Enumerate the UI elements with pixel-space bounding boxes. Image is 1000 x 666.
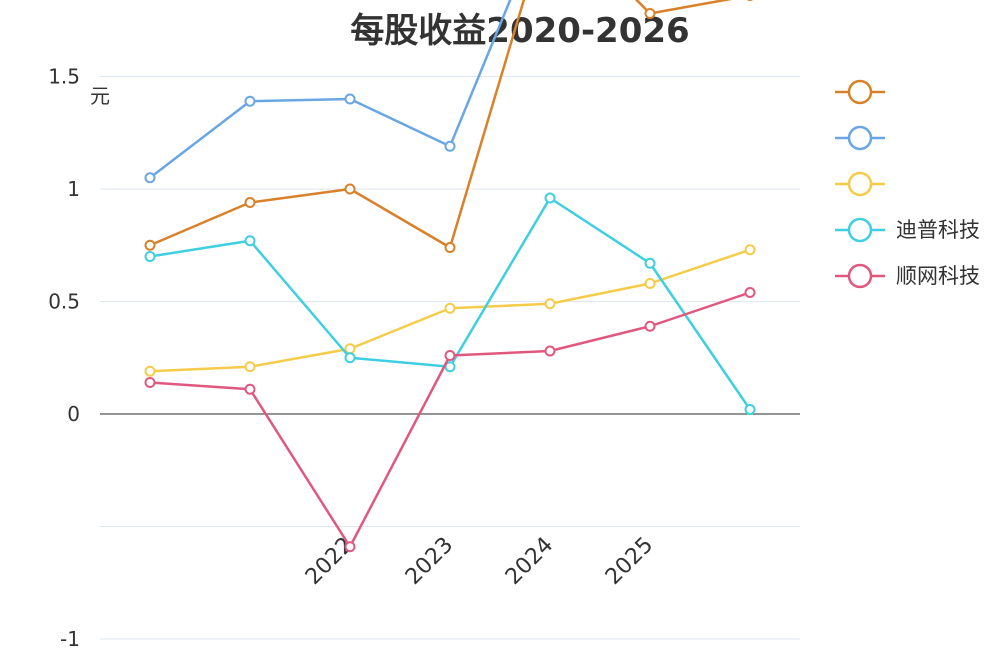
legend-item[interactable]: 顺网科技 [835, 263, 980, 289]
x-tick-label: 2025 [601, 533, 658, 590]
y-axis-unit: 元 [90, 84, 110, 108]
y-tick-label: -1 [60, 627, 80, 651]
chart-title: 每股收益2020-2026 [350, 11, 689, 51]
data-point [644, 320, 656, 332]
data-point [144, 239, 156, 251]
series-0 [144, 0, 754, 253]
data-point [744, 287, 756, 298]
data-point [244, 235, 256, 247]
legend-item[interactable] [835, 79, 885, 105]
data-point [544, 192, 556, 204]
data-point [244, 383, 256, 395]
data-point [644, 8, 656, 19]
y-axis-ticks: 21.510.50-1 [48, 65, 80, 652]
data-point [544, 298, 556, 310]
data-point [244, 361, 256, 373]
series-3 [144, 192, 756, 415]
legend-item[interactable]: 迪普科技 [835, 217, 980, 243]
legend-marker [847, 171, 873, 197]
data-point [344, 352, 356, 364]
series-4 [144, 287, 756, 553]
data-point [344, 93, 356, 105]
legend-marker [847, 79, 873, 105]
data-point [744, 244, 756, 256]
legend-marker [847, 125, 873, 151]
legend-label: 迪普科技 [896, 218, 980, 242]
legend-marker [847, 217, 873, 243]
x-tick-label: 2024 [501, 533, 558, 590]
data-point [544, 345, 556, 357]
legend-label: 顺网科技 [896, 264, 980, 288]
data-point [444, 350, 456, 361]
series-1 [144, 0, 512, 184]
y-tick-label: 1.5 [48, 65, 80, 89]
data-point [244, 95, 256, 107]
x-tick-label: 2022 [301, 533, 358, 590]
data-point [344, 541, 356, 553]
data-point [444, 140, 456, 152]
y-tick-label: 0 [67, 402, 80, 426]
gridlines [100, 76, 800, 640]
legend-marker [847, 263, 873, 289]
data-point [244, 197, 256, 208]
series-lines [144, 0, 756, 553]
data-point [344, 343, 356, 355]
legend-item[interactable] [835, 171, 885, 197]
data-point [744, 404, 756, 415]
data-point [444, 242, 456, 253]
data-point [644, 278, 656, 289]
data-point [144, 377, 156, 388]
series-line [149, 291, 751, 548]
series-2 [144, 244, 756, 377]
data-point [344, 183, 356, 195]
data-point [144, 365, 156, 377]
x-axis-ticks: 2022 2023 2024 2025 [301, 533, 658, 590]
data-point [144, 251, 156, 262]
data-point [644, 257, 656, 269]
y-tick-label: 1 [67, 177, 80, 201]
y-tick-label: 0.5 [48, 290, 80, 314]
legend-item[interactable] [835, 125, 885, 151]
data-point [444, 302, 456, 314]
data-point [144, 172, 156, 184]
x-tick-label: 2023 [401, 533, 458, 590]
